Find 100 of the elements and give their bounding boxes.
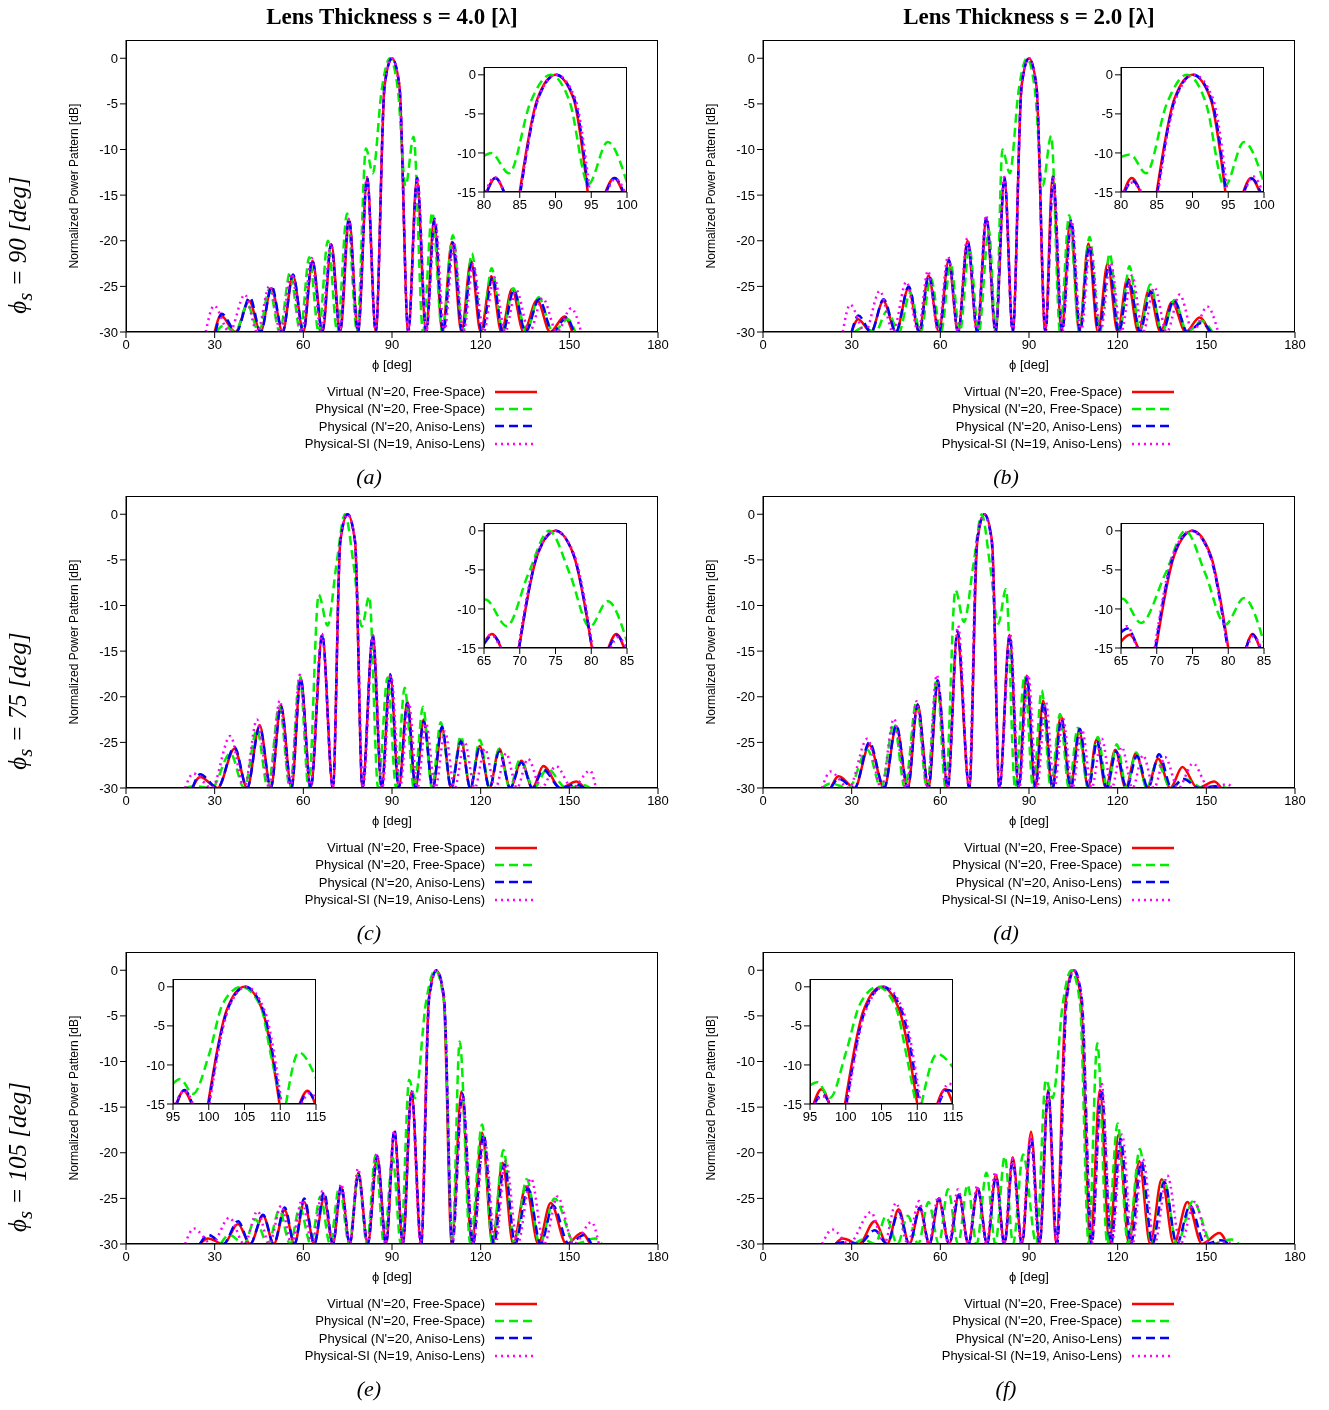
legend-label: Virtual (N'=20, Free-Space) [963,384,1122,400]
y-axis-title: Normalized Power Pattern [dB] [67,558,82,727]
x-tick-label: 110 [906,1109,928,1125]
x-tick-label: 180 [1284,1249,1306,1265]
y-tick-label: -10 [99,1054,118,1070]
y-tick-label: -5 [743,96,755,112]
y-tick-label: -15 [99,187,118,203]
text: (b) [992,464,1020,490]
x-tick-label: 75 [1185,653,1200,669]
text: (f) [994,1376,1018,1402]
x-axis-title: ϕ [deg] [1008,813,1050,828]
y-tick-label: -15 [146,1096,165,1112]
legend-label: Virtual (N'=20, Free-Space) [326,384,485,400]
legend-label: Physical-SI (N=19, Aniso-Lens) [303,892,485,908]
x-tick-label: 60 [933,1249,948,1265]
x-tick-label: 80 [476,197,492,213]
y-tick-label: -25 [99,1190,118,1206]
x-axis-title: ϕ [deg] [1008,1269,1050,1284]
x-tick-label: 60 [933,793,948,809]
legend-label: Physical (N'=20, Free-Space) [314,857,485,873]
y-tick-label: 0 [1105,523,1113,539]
x-tick-label: 90 [548,197,563,213]
x-tick-label: 180 [647,337,669,353]
x-tick-label: 30 [207,337,222,353]
y-tick-label: -5 [1101,562,1113,578]
text: (d) [992,920,1020,946]
y-tick-label: -15 [457,640,476,656]
x-tick-label: 180 [647,1249,669,1265]
y-tick-label: -20 [736,233,755,249]
y-tick-label: -10 [736,598,755,614]
x-tick-label: 70 [512,653,527,669]
x-tick-label: 30 [844,337,859,353]
x-tick-label: 30 [844,793,859,809]
y-tick-label: -30 [736,324,755,340]
x-tick-label: 90 [1021,793,1037,809]
x-tick-label: 105 [870,1109,893,1125]
x-tick-label: 80 [1221,653,1236,669]
y-tick-label: -25 [99,734,118,750]
x-tick-label: 0 [759,337,767,353]
y-tick-label: -5 [106,552,118,568]
legend-label: Virtual (N'=20, Free-Space) [963,840,1122,856]
x-tick-label: 0 [122,793,130,809]
y-tick-label: -10 [99,598,118,614]
x-tick-label: 80 [1113,197,1129,213]
y-tick-label: -25 [736,1190,755,1206]
x-axis-title: ϕ [deg] [371,1269,413,1284]
legend-label: Physical (N'=20, Free-Space) [314,401,485,417]
y-tick-label: -10 [1094,145,1113,161]
y-tick-label: -5 [1101,106,1113,122]
y-tick-label: 0 [110,506,118,522]
y-tick-label: -10 [1094,601,1113,617]
x-tick-label: 100 [834,1109,857,1125]
y-tick-label: -10 [457,145,476,161]
legend-label: Physical-SI (N=19, Aniso-Lens) [940,436,1122,452]
y-tick-label: -25 [736,278,755,294]
x-tick-label: 0 [122,337,130,353]
legend-label: Physical-SI (N=19, Aniso-Lens) [940,1348,1122,1364]
x-tick-label: 85 [1256,653,1272,669]
y-tick-label: 0 [468,523,476,539]
x-tick-label: 80 [584,653,599,669]
x-tick-label: 90 [1185,197,1200,213]
y-tick-label: 0 [157,979,165,995]
x-axis-title: ϕ [deg] [371,813,413,828]
legend-label: Physical (N'=20, Free-Space) [314,1313,485,1329]
legend-label: Physical (N'=20, Aniso-Lens) [954,1330,1122,1346]
x-tick-label: 0 [122,1249,130,1265]
y-tick-label: -10 [457,601,476,617]
y-tick-label: -10 [736,1054,755,1070]
x-tick-label: 150 [558,337,581,353]
x-tick-label: 95 [1221,197,1236,213]
x-tick-label: 100 [197,1109,220,1125]
y-tick-label: -20 [736,1145,755,1161]
x-tick-label: 0 [759,1249,767,1265]
x-tick-label: 95 [802,1109,818,1125]
y-tick-label: 0 [468,67,476,83]
legend-label: Virtual (N'=20, Free-Space) [963,1296,1122,1312]
legend-label: Physical (N'=20, Free-Space) [951,857,1122,873]
text: (a) [355,464,383,490]
legend-label: Physical (N'=20, Free-Space) [951,401,1122,417]
legend-label: Physical (N'=20, Aniso-Lens) [317,418,485,434]
y-tick-label: -15 [736,1099,755,1115]
x-tick-label: 60 [933,337,948,353]
y-tick-label: -20 [736,689,755,705]
x-tick-label: 85 [512,197,527,213]
y-tick-label: -15 [457,184,476,200]
y-tick-label: -10 [146,1057,165,1073]
x-tick-label: 120 [1106,1249,1129,1265]
y-tick-label: -15 [99,1099,118,1115]
text: (c) [355,920,383,946]
x-tick-label: 120 [469,337,492,353]
y-tick-label: 0 [110,50,118,66]
x-tick-label: 75 [548,653,563,669]
x-tick-label: 120 [1106,793,1129,809]
text: (e) [355,1376,383,1402]
x-tick-label: 95 [165,1109,181,1125]
y-tick-label: -15 [1094,184,1113,200]
y-tick-label: -30 [99,1236,118,1252]
y-tick-label: -5 [153,1018,165,1034]
y-tick-label: -10 [99,142,118,158]
y-tick-label: -5 [464,562,476,578]
